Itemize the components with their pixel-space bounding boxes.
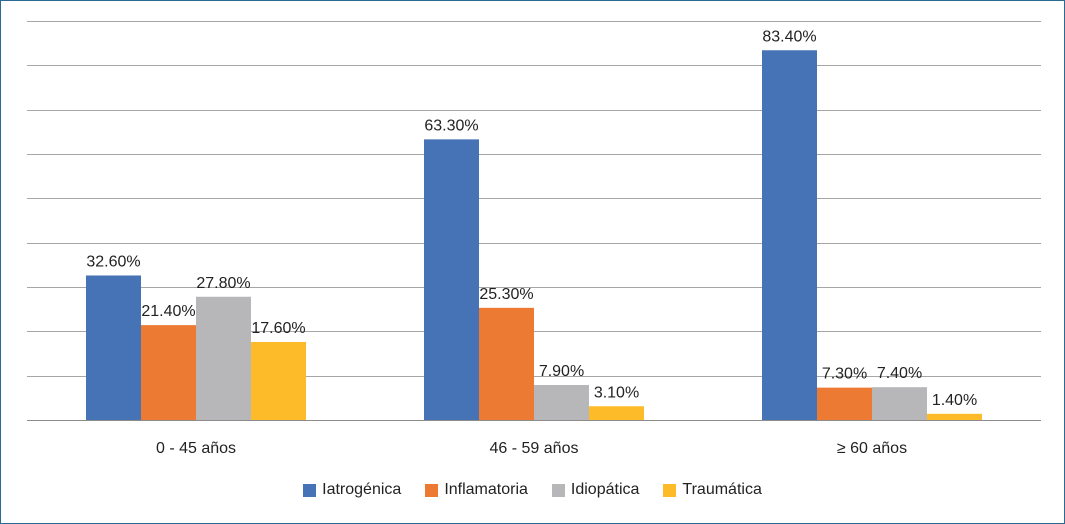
data-label: 7.30% xyxy=(822,366,867,383)
bar xyxy=(479,307,534,420)
legend-label: Iatrogénica xyxy=(322,481,402,498)
data-label: 7.40% xyxy=(877,365,922,382)
data-label: 63.30% xyxy=(424,117,478,134)
data-label: 83.40% xyxy=(762,28,816,45)
bar xyxy=(872,387,927,420)
data-label: 1.40% xyxy=(932,392,977,409)
bar xyxy=(817,387,872,420)
bar xyxy=(251,341,306,420)
data-label: 17.60% xyxy=(251,320,305,337)
legend-label: Idiopática xyxy=(570,481,640,498)
chart-legend: Iatrogénica Inflamatoria Idiopática Traumát… xyxy=(1,481,1064,499)
bar xyxy=(927,413,982,420)
legend-item: Traumática xyxy=(663,481,762,499)
data-label: 27.80% xyxy=(196,275,250,292)
legend-item: Inflamatoria xyxy=(425,481,528,499)
legend-item: Idiopática xyxy=(551,481,640,499)
data-label: 32.60% xyxy=(86,253,140,270)
legend-swatch xyxy=(551,483,565,497)
bar xyxy=(196,296,251,420)
bar-chart: 32.60% 21.40%27.80% 17.60% 0 - 45 años 63.30… xyxy=(27,21,1041,457)
x-tick-label: 0 - 45 años xyxy=(156,440,236,457)
data-label: 25.30% xyxy=(479,286,533,303)
x-tick-label: 46 - 59 años xyxy=(490,440,579,457)
bar xyxy=(86,275,141,420)
bar xyxy=(762,50,817,420)
legend-label: Inflamatoria xyxy=(444,481,528,498)
legend-swatch xyxy=(663,483,677,497)
bar xyxy=(534,384,589,420)
data-label: 3.10% xyxy=(594,384,639,401)
legend-label: Traumática xyxy=(682,481,762,498)
legend-swatch xyxy=(303,483,317,497)
x-tick-label: ≥ 60 años xyxy=(837,440,907,457)
bar xyxy=(141,325,196,420)
bar xyxy=(424,139,479,420)
legend-item: Iatrogénica xyxy=(303,481,401,499)
legend-swatch xyxy=(425,483,439,497)
data-label: 7.90% xyxy=(539,363,584,380)
data-label: 21.40% xyxy=(141,303,195,320)
bar xyxy=(589,406,644,420)
